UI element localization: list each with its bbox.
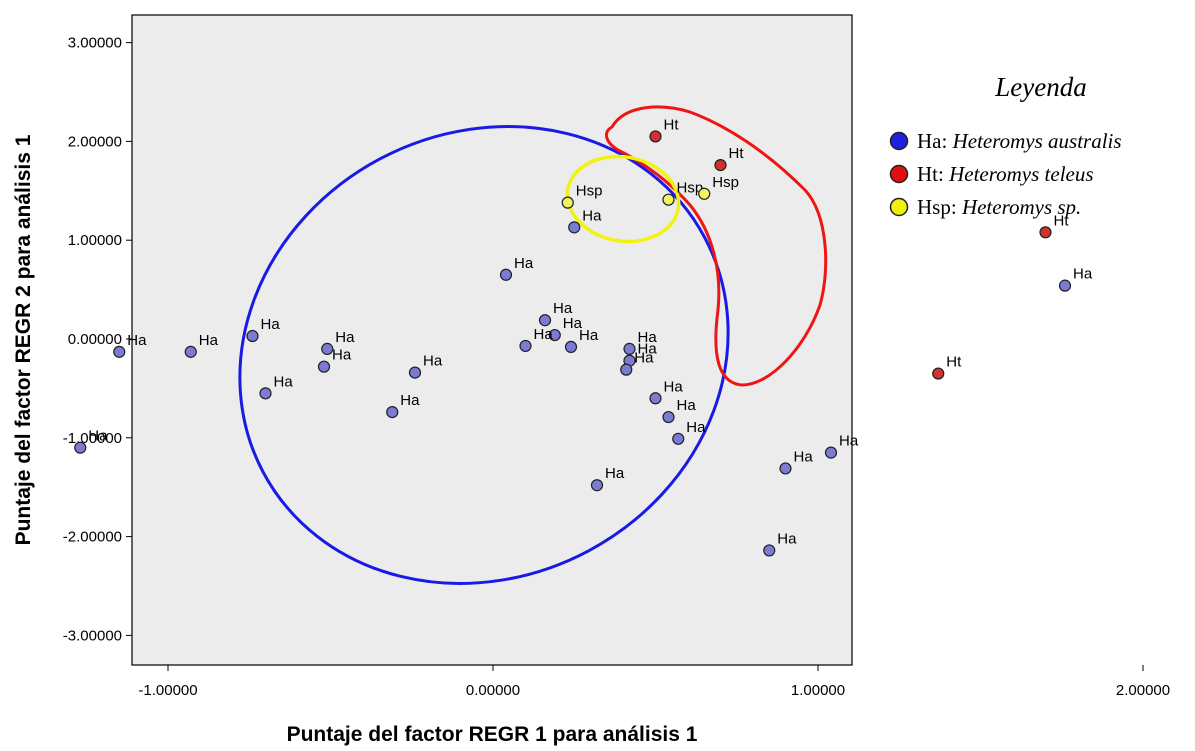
x-tick-label: 2.00000 (1116, 682, 1170, 699)
point-ht (932, 367, 945, 380)
point-ha (672, 432, 685, 445)
point-ha (564, 340, 578, 354)
point-label-ha: Ha (605, 465, 625, 482)
y-tick-label: 0.00000 (68, 331, 122, 348)
point-label-ha: Ha (579, 327, 599, 344)
point-ha (499, 268, 513, 281)
point-label-ha: Ha (332, 347, 352, 364)
point-label-ha: Ha (777, 530, 797, 547)
point-ht (714, 159, 727, 172)
point-ha (623, 342, 636, 355)
point-ha (246, 329, 259, 343)
point-ha (519, 339, 532, 353)
x-axis-title: Puntaje del factor REGR 1 para análisis … (287, 723, 698, 746)
point-label-ha: Ha (638, 341, 658, 358)
legend: Leyenda Ha: Heteromys australis Ht: Heter… (889, 72, 1122, 219)
point-ha (779, 462, 792, 475)
y-tick-label: 1.00000 (68, 232, 122, 249)
point-ha (386, 406, 399, 419)
legend-entries: Ha: Heteromys australis Ht: Heteromys tel… (889, 129, 1122, 219)
point-hsp (561, 196, 574, 209)
point-label-ha: Ha (634, 350, 654, 367)
point-label-ha: Ha (563, 315, 583, 332)
point-ha (259, 387, 272, 400)
point-ha (113, 345, 126, 358)
ht-group-outline (605, 105, 828, 387)
point-label-hsp: Hsp (677, 180, 704, 197)
point-label-ha: Ha (400, 392, 420, 409)
point-ht (1039, 226, 1052, 239)
point-ha (548, 328, 561, 342)
ha-group-ellipse (238, 125, 730, 585)
point-label-ha: Ha (534, 326, 554, 343)
point-ha (568, 221, 581, 234)
point-ha (74, 441, 87, 454)
point-ha (824, 446, 838, 459)
y-tick-label: -2.00000 (63, 529, 122, 546)
axes: -3.00000 -2.00000 -1.00000 0.00000 1.00000 2.… (63, 35, 1170, 699)
point-label-ha: Ha (274, 373, 294, 390)
point-label-ha: Ha (839, 433, 859, 450)
point-label-ha: Ha (199, 332, 219, 349)
legend-title: Leyenda (994, 72, 1086, 102)
point-label-ha: Ha (335, 329, 355, 346)
point-ha (317, 360, 331, 373)
point-ha (662, 410, 675, 424)
point-ha (321, 342, 334, 355)
legend-marker (889, 131, 909, 151)
point-ht (649, 130, 662, 143)
point-ha (649, 392, 662, 405)
point-label-ha: Ha (127, 332, 147, 349)
point-label-ha: Ha (88, 428, 108, 445)
point-ha (763, 544, 776, 557)
legend-entry-label: Ht: Heteromys teleus (917, 162, 1094, 186)
legend-marker (889, 164, 909, 184)
legend-entry-label: Hsp: Heteromys sp. (917, 195, 1081, 219)
point-label-ha: Ha (638, 329, 658, 346)
point-label-ha: Ha (514, 255, 534, 272)
point-label-ha: Ha (423, 353, 443, 370)
point-label-ht: Ht (664, 116, 680, 133)
point-label-ha: Ha (553, 300, 573, 317)
plot-area (131, 14, 853, 666)
legend-marker (889, 197, 909, 217)
point-hsp (662, 193, 675, 206)
point-label-hsp: Hsp (712, 174, 739, 191)
point-hsp (698, 187, 711, 200)
x-tick-label: -1.00000 (138, 682, 197, 699)
y-tick-label: -3.00000 (63, 627, 122, 644)
point-label-ha: Ha (794, 448, 814, 465)
x-tick-label: 1.00000 (791, 682, 845, 699)
point-label-ht: Ht (729, 145, 745, 162)
point-ha (620, 363, 633, 376)
point-ha (1058, 279, 1072, 292)
point-label-ha: Ha (664, 378, 684, 395)
y-axis-title: Puntaje del factor REGR 2 para análisis … (12, 134, 35, 545)
point-ha (408, 366, 422, 379)
point-label-ht: Ht (1054, 212, 1070, 229)
point-ha (538, 314, 552, 327)
point-label-ht: Ht (946, 354, 962, 371)
point-label-ha: Ha (582, 207, 602, 224)
point-label-ha: Ha (1073, 266, 1093, 283)
y-tick-label: 3.00000 (68, 35, 122, 52)
point-label-ha: Ha (261, 316, 281, 333)
legend-entry-label: Ha: Heteromys australis (917, 129, 1122, 153)
y-tick-label: 2.00000 (68, 133, 122, 150)
point-ha (184, 345, 197, 358)
point-ha (590, 479, 604, 492)
group-enclosures (238, 105, 828, 585)
point-label-ha: Ha (677, 397, 697, 414)
hsp-group-ellipse (565, 154, 681, 244)
point-label-hsp: Hsp (576, 183, 603, 200)
point-label-ha: Ha (686, 419, 706, 436)
x-tick-label: 0.00000 (466, 682, 520, 699)
